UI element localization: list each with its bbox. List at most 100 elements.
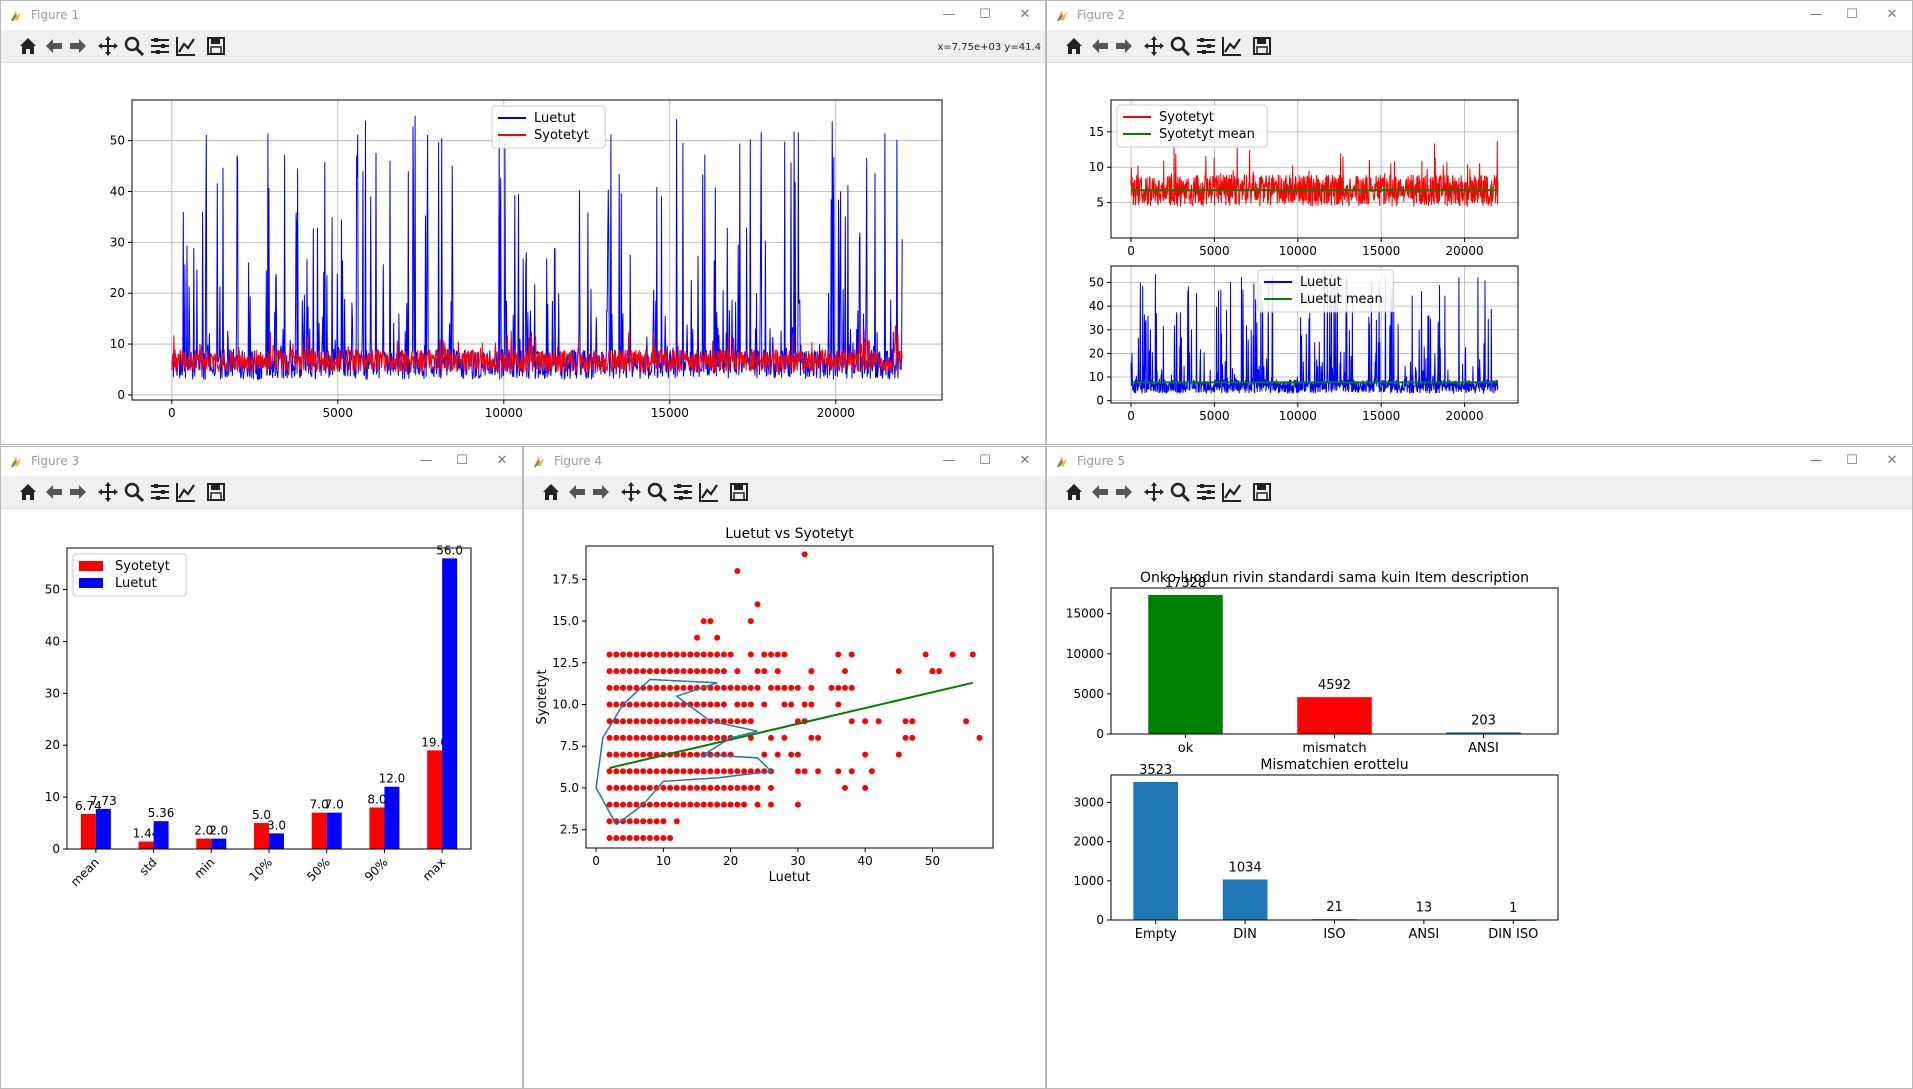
legend-swatch [79, 578, 103, 588]
maximize-button[interactable]: ☐ [1846, 7, 1858, 22]
scatter-point [700, 618, 707, 625]
maximize-button[interactable]: ☐ [456, 453, 468, 468]
navigation-toolbar [1047, 30, 1912, 63]
forward-button[interactable] [1111, 480, 1137, 504]
figure-canvas[interactable]: 0 5000 10000 15000 20000 0 10 20 30 40 50 Luetut Syo… [1, 63, 1045, 444]
configure-subplots-button[interactable] [1193, 34, 1219, 58]
scatter-point [680, 668, 687, 675]
bar-value-label: 6.74 [75, 799, 102, 813]
pan-button[interactable] [1141, 34, 1167, 58]
figure-canvas[interactable]: 0 10 20 30 40 50 2.5 5.0 7.5 10.0 12.5 15.0 17.5 Luet… [524, 509, 1045, 1088]
forward-button[interactable] [65, 34, 91, 58]
figure-canvas[interactable]: 0 5000 10000 15000 Onko luodun rivin standar… [1047, 509, 1912, 1088]
close-button[interactable]: ✕ [1019, 453, 1031, 468]
home-button[interactable] [1061, 34, 1087, 58]
save-button[interactable] [203, 34, 229, 58]
minimize-button[interactable]: — [1809, 7, 1823, 22]
figure-window-3: Figure 3 — ☐ ✕ 0 10 20 30 40 50 6.74 7.73 mean 1.44 5.… [0, 446, 523, 1089]
maximize-button[interactable]: ☐ [1846, 453, 1858, 468]
zoom-button[interactable] [1167, 34, 1193, 58]
forward-button[interactable] [1111, 34, 1137, 58]
y-tick-label: 30 [1089, 323, 1104, 337]
close-button[interactable]: ✕ [496, 453, 508, 468]
scatter-point [613, 734, 620, 741]
back-button[interactable] [564, 480, 590, 504]
back-button[interactable] [41, 34, 67, 58]
matplotlib-logo-icon [11, 10, 21, 22]
zoom-button[interactable] [1167, 480, 1193, 504]
bar-syotetyt [311, 812, 327, 849]
edit-axis-button[interactable] [1219, 480, 1245, 504]
axes-frame [66, 547, 472, 850]
save-icon [730, 483, 748, 501]
back-button[interactable] [41, 480, 67, 504]
scatter-point [734, 784, 741, 791]
x-tick-label: 15000 [1362, 409, 1400, 423]
scatter-point [768, 734, 774, 741]
forward-button[interactable] [65, 480, 91, 504]
home-button[interactable] [1061, 480, 1087, 504]
scatter-point [680, 801, 687, 808]
x-tick-label: 5000 [1199, 244, 1230, 258]
y-tick-label: 20 [1089, 346, 1104, 360]
scatter-point [936, 668, 943, 675]
edit-axis-button[interactable] [173, 480, 199, 504]
scatter-point [626, 668, 633, 675]
legend-label: Luetut [115, 576, 157, 591]
save-button[interactable] [1249, 480, 1275, 504]
close-button[interactable]: ✕ [1019, 7, 1031, 22]
scatter-point [620, 784, 626, 791]
figure-canvas[interactable]: 0 5000 10000 15000 20000 5 10 15 Syotetyt Syotety… [1047, 63, 1912, 444]
x-tick-label: 0 [1127, 409, 1135, 423]
scatter-point [633, 651, 640, 658]
scatter-point [720, 651, 727, 658]
edit-axis-button[interactable] [173, 34, 199, 58]
save-button[interactable] [726, 480, 752, 504]
regression-line [609, 681, 974, 769]
title-bar: Figure 3 — ☐ ✕ [1, 447, 522, 475]
configure-subplots-button[interactable] [1193, 480, 1219, 504]
maximize-button[interactable]: ☐ [979, 7, 991, 22]
minimize-button[interactable]: — [942, 453, 956, 468]
edit-axis-button[interactable] [1219, 34, 1245, 58]
figure-canvas[interactable]: 0 10 20 30 40 50 6.74 7.73 mean 1.44 5.36 std 2.0 2.0… [1, 509, 522, 1088]
back-button[interactable] [1087, 480, 1113, 504]
bar-value-label: 13 [1416, 900, 1433, 915]
zoom-button[interactable] [121, 480, 147, 504]
configure-subplots-button[interactable] [670, 480, 696, 504]
close-button[interactable]: ✕ [1886, 7, 1898, 22]
chart-title: Luetut vs Syotetyt [725, 526, 854, 542]
scatter-point [768, 801, 774, 808]
minimize-button[interactable]: — [1809, 453, 1823, 468]
save-button[interactable] [1249, 34, 1275, 58]
zoom-icon [1170, 482, 1191, 503]
pan-button[interactable] [618, 480, 644, 504]
minimize-button[interactable]: — [419, 453, 433, 468]
home-button[interactable] [538, 480, 564, 504]
minimize-button[interactable]: — [942, 7, 956, 22]
zoom-button[interactable] [644, 480, 670, 504]
home-button[interactable] [15, 480, 41, 504]
scatter-point [626, 684, 633, 691]
edit-axis-button[interactable] [696, 480, 722, 504]
zoom-button[interactable] [121, 34, 147, 58]
bar-value-label: 7.0 [325, 798, 344, 812]
close-button[interactable]: ✕ [1886, 453, 1898, 468]
scatter-point [613, 684, 620, 691]
pan-button[interactable] [95, 480, 121, 504]
scatter-point [606, 718, 613, 725]
back-button[interactable] [1087, 34, 1113, 58]
scatter-point [680, 751, 687, 758]
x-tick-label: 0 [592, 854, 600, 868]
pan-button[interactable] [95, 34, 121, 58]
configure-subplots-button[interactable] [147, 480, 173, 504]
save-button[interactable] [203, 480, 229, 504]
home-button[interactable] [15, 34, 41, 58]
scatter-point [660, 684, 667, 691]
forward-button[interactable] [588, 480, 614, 504]
scatter-point [707, 701, 714, 708]
configure-subplots-button[interactable] [147, 34, 173, 58]
pan-button[interactable] [1141, 480, 1167, 504]
maximize-button[interactable]: ☐ [979, 453, 991, 468]
x-tick-label: 15000 [1362, 244, 1400, 258]
